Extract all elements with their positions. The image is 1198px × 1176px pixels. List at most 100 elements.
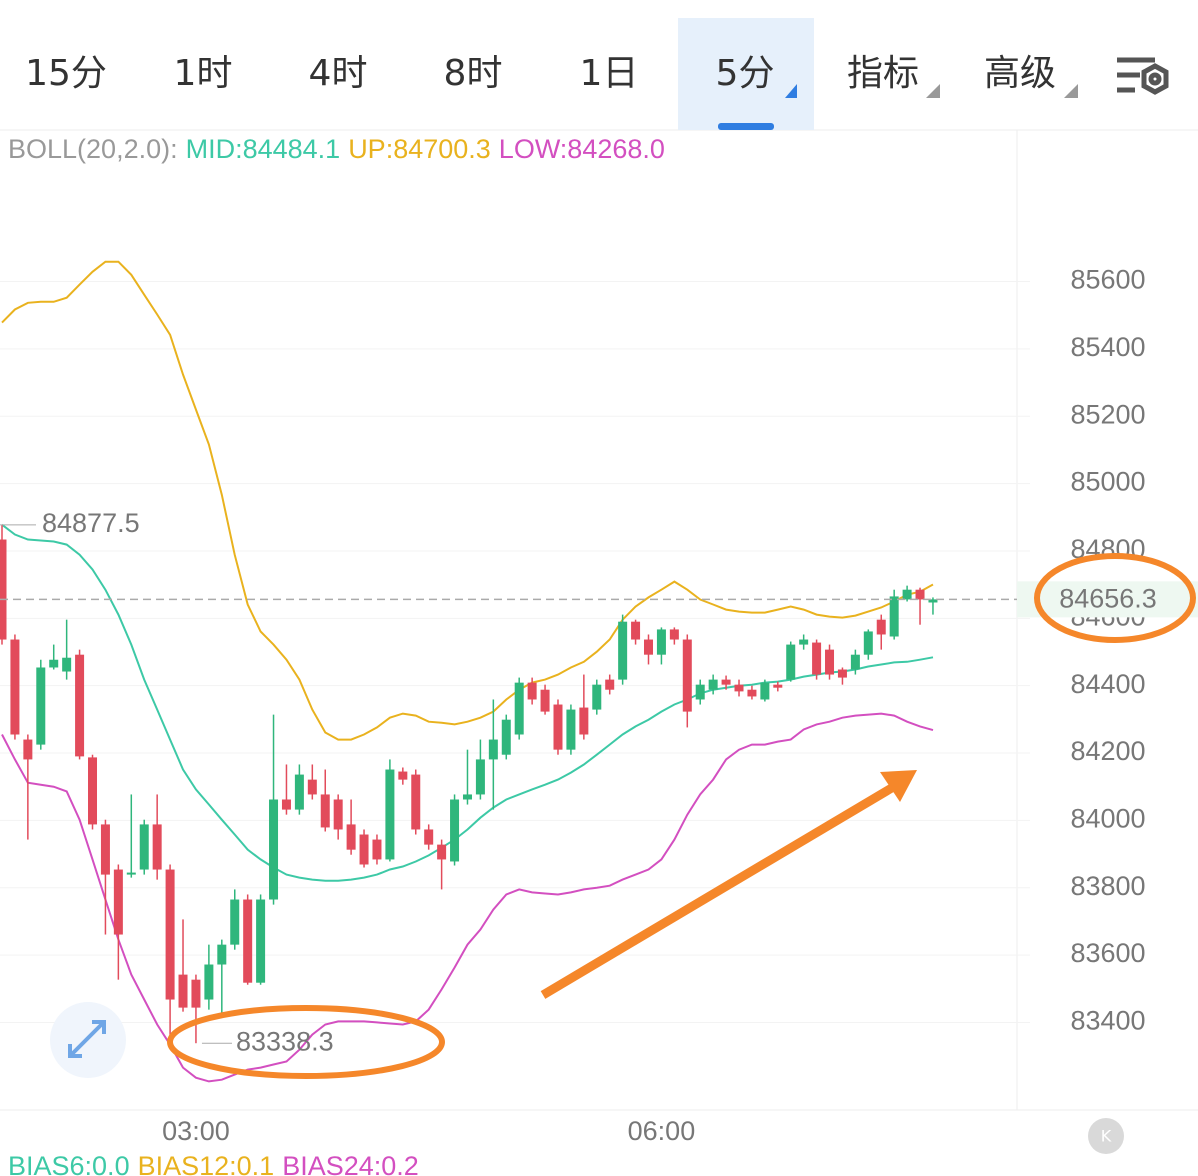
candle-body: [281, 799, 291, 810]
candle-body: [320, 794, 330, 828]
candle-body: [669, 629, 679, 640]
candle-body: [178, 974, 188, 1008]
tab[interactable]: 指标: [847, 53, 919, 94]
annotation-ellipse: [167, 1005, 445, 1079]
tab[interactable]: 1时: [174, 53, 233, 94]
active-tab-bg: [678, 18, 814, 130]
candle-body: [424, 829, 434, 845]
y-tick-label: 83400: [1070, 1006, 1145, 1036]
candle-body: [863, 631, 873, 655]
candle-body: [346, 824, 356, 850]
candle-body: [760, 682, 770, 700]
candle-body: [850, 654, 860, 670]
x-tick-label: 03:00: [162, 1116, 230, 1146]
candle-body: [36, 667, 46, 745]
annotation-arrow: [540, 782, 898, 999]
tab[interactable]: 高级: [984, 53, 1056, 94]
candle-body: [256, 899, 266, 983]
boll-line: [1, 523, 934, 882]
candle-body: [217, 944, 227, 965]
dropdown-caret: [926, 84, 940, 98]
candle-body: [113, 869, 123, 935]
settings-icon[interactable]: [1117, 57, 1169, 95]
candle-body: [889, 596, 899, 637]
legend-item: BIAS12:0.1: [138, 1151, 275, 1176]
tab[interactable]: 5分: [716, 53, 775, 94]
candle-body: [618, 621, 628, 680]
candle-body: [10, 639, 20, 735]
annotation-arrowhead: [880, 770, 917, 802]
candle-body: [333, 799, 343, 830]
scroll-end-button[interactable]: [1088, 1118, 1124, 1154]
candle-body: [799, 639, 809, 645]
legend-item: UP:84700.3: [348, 134, 491, 164]
legend-item: BOLL(20,2.0):: [8, 134, 178, 164]
candle-body: [747, 689, 757, 697]
candle-body: [501, 719, 511, 755]
candle-body: [372, 839, 382, 860]
boll-line: [1, 260, 934, 741]
candle-body: [191, 979, 201, 1008]
candle-body: [437, 844, 447, 860]
tab[interactable]: 15分: [25, 53, 107, 94]
legend-item: BIAS6:0.0: [8, 1151, 130, 1176]
current-price-label: 84656.3: [1059, 583, 1157, 613]
y-tick-label: 85200: [1070, 399, 1145, 429]
scroll-end-icon: K: [1101, 1127, 1112, 1146]
candle-body: [269, 799, 279, 900]
candle-body: [450, 799, 460, 862]
candle-body: [514, 682, 524, 735]
high-label: 84877.5: [42, 508, 140, 538]
candle-body: [786, 644, 796, 680]
candle-body: [708, 679, 718, 690]
indicator-header: BOLL(20,2.0): MID:84484.1 UP:84700.3 LOW:84…: [8, 134, 665, 164]
candle-body: [359, 834, 369, 865]
candle-body: [204, 964, 214, 1000]
y-tick-label: 85000: [1070, 467, 1145, 497]
expand-icon: [68, 1020, 106, 1058]
y-tick-label: 85600: [1070, 265, 1145, 295]
dropdown-caret: [785, 84, 797, 98]
y-tick-label: 84000: [1070, 804, 1145, 834]
candle-body: [100, 824, 110, 875]
candle-body: [411, 774, 421, 830]
candle-body: [773, 684, 783, 688]
candle-body: [915, 589, 925, 600]
candle-body: [385, 769, 395, 860]
candle-body: [734, 684, 744, 692]
candle-body: [605, 679, 615, 690]
legend-item: MID:84484.1: [186, 134, 341, 164]
y-tick-label: 83600: [1070, 938, 1145, 968]
candle-body: [837, 669, 847, 678]
candle-body: [553, 704, 563, 750]
y-tick-label: 85400: [1070, 332, 1145, 362]
candle-body: [656, 629, 666, 655]
y-tick-label: 83800: [1070, 871, 1145, 901]
candle-body: [126, 872, 136, 875]
candle-body: [165, 869, 175, 1000]
candle-body: [243, 899, 253, 983]
candle-body: [139, 824, 149, 870]
candle-body: [88, 757, 98, 825]
candle-body: [398, 771, 408, 780]
low-label: 83338.3: [236, 1026, 334, 1056]
candle-body: [631, 621, 641, 640]
candle-body: [230, 899, 240, 945]
candle-body: [527, 682, 537, 700]
y-tick-label: 84400: [1070, 669, 1145, 699]
tab[interactable]: 1日: [580, 53, 639, 94]
candle-body: [0, 539, 7, 640]
candle-body: [566, 709, 576, 750]
candle-body: [462, 794, 472, 800]
candle-body: [75, 654, 85, 757]
candle-body: [902, 589, 912, 600]
tab[interactable]: 4时: [309, 53, 368, 94]
indicator-footer: BIAS6:0.0 BIAS12:0.1 BIAS24:0.2: [8, 1151, 419, 1176]
dropdown-caret: [1064, 84, 1078, 98]
candle-body: [644, 639, 653, 655]
candle-body: [23, 739, 33, 760]
candle-body: [540, 689, 550, 712]
tab[interactable]: 8时: [444, 53, 503, 94]
